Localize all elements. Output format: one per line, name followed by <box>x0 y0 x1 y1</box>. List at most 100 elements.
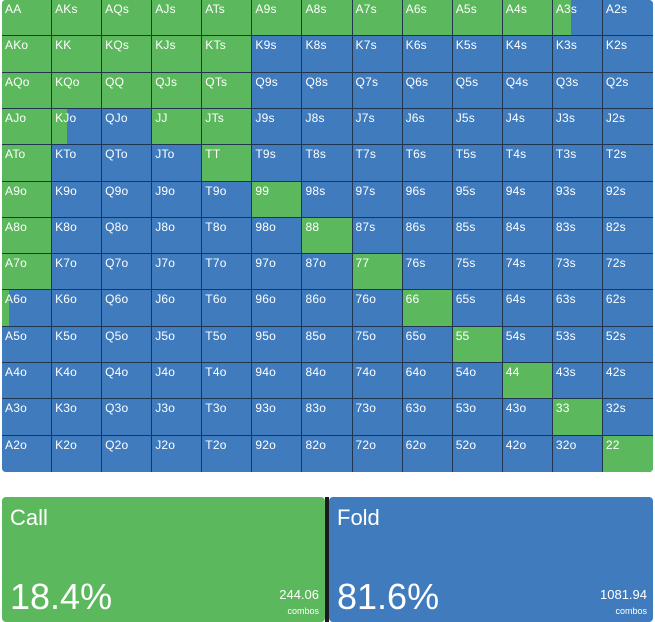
hand-cell-Q7s[interactable]: Q7s <box>352 72 403 109</box>
hand-cell-Q5o[interactable]: Q5o <box>102 326 153 364</box>
hand-cell-AKo[interactable]: AKo <box>2 36 53 73</box>
hand-cell-52o[interactable]: 52o <box>452 435 503 472</box>
hand-cell-K4s[interactable]: K4s <box>502 36 553 73</box>
hand-cell-K7s[interactable]: K7s <box>352 36 403 73</box>
hand-cell-86o[interactable]: 86o <box>302 290 353 327</box>
hand-cell-83o[interactable]: 83o <box>302 399 353 436</box>
hand-cell-95s[interactable]: 95s <box>452 181 503 218</box>
hand-cell-Q9o[interactable]: Q9o <box>102 181 153 218</box>
hand-cell-A2o[interactable]: A2o <box>2 435 53 472</box>
hand-cell-QJs[interactable]: QJs <box>152 72 203 109</box>
hand-cell-Q3o[interactable]: Q3o <box>102 399 153 436</box>
hand-cell-J5o[interactable]: J5o <box>152 326 203 364</box>
hand-cell-84s[interactable]: 84s <box>502 217 553 255</box>
hand-cell-75s[interactable]: 75s <box>452 254 503 291</box>
hand-cell-Q8o[interactable]: Q8o <box>102 217 153 255</box>
hand-cell-JTo[interactable]: JTo <box>152 145 203 182</box>
hand-cell-Q2s[interactable]: Q2s <box>602 72 653 109</box>
hand-cell-A9s[interactable]: A9s <box>252 0 303 37</box>
hand-cell-T6s[interactable]: T6s <box>402 145 453 182</box>
hand-cell-87s[interactable]: 87s <box>352 217 403 255</box>
hand-cell-AJo[interactable]: AJo <box>2 108 53 146</box>
hand-cell-K4o[interactable]: K4o <box>52 363 103 400</box>
hand-cell-ATo[interactable]: ATo <box>2 145 53 182</box>
hand-cell-T6o[interactable]: T6o <box>202 290 253 327</box>
hand-cell-63s[interactable]: 63s <box>552 290 603 327</box>
hand-cell-74o[interactable]: 74o <box>352 363 403 400</box>
hand-cell-A6o[interactable]: A6o <box>2 290 53 327</box>
hand-cell-JTs[interactable]: JTs <box>202 108 253 146</box>
hand-cell-Q5s[interactable]: Q5s <box>452 72 503 109</box>
hand-cell-J7s[interactable]: J7s <box>352 108 403 146</box>
hand-cell-K5o[interactable]: K5o <box>52 326 103 364</box>
hand-cell-AQs[interactable]: AQs <box>102 0 153 37</box>
hand-cell-K8s[interactable]: K8s <box>302 36 353 73</box>
hand-cell-K8o[interactable]: K8o <box>52 217 103 255</box>
hand-cell-65o[interactable]: 65o <box>402 326 453 364</box>
hand-cell-Q7o[interactable]: Q7o <box>102 254 153 291</box>
hand-cell-82o[interactable]: 82o <box>302 435 353 472</box>
hand-cell-53o[interactable]: 53o <box>452 399 503 436</box>
hand-cell-J5s[interactable]: J5s <box>452 108 503 146</box>
hand-cell-A8s[interactable]: A8s <box>302 0 353 37</box>
hand-cell-J7o[interactable]: J7o <box>152 254 203 291</box>
hand-cell-JJ[interactable]: JJ <box>152 108 203 146</box>
hand-cell-T4s[interactable]: T4s <box>502 145 553 182</box>
hand-cell-88[interactable]: 88 <box>302 217 353 255</box>
hand-cell-J3o[interactable]: J3o <box>152 399 203 436</box>
hand-cell-42o[interactable]: 42o <box>502 435 553 472</box>
hand-cell-A8o[interactable]: A8o <box>2 217 53 255</box>
hand-cell-Q3s[interactable]: Q3s <box>552 72 603 109</box>
hand-cell-J9o[interactable]: J9o <box>152 181 203 218</box>
hand-cell-T2s[interactable]: T2s <box>602 145 653 182</box>
hand-cell-KTo[interactable]: KTo <box>52 145 103 182</box>
hand-cell-T5s[interactable]: T5s <box>452 145 503 182</box>
hand-cell-KQs[interactable]: KQs <box>102 36 153 73</box>
hand-cell-AKs[interactable]: AKs <box>52 0 103 37</box>
hand-cell-A9o[interactable]: A9o <box>2 181 53 218</box>
hand-cell-TT[interactable]: TT <box>202 145 253 182</box>
hand-cell-A5o[interactable]: A5o <box>2 326 53 364</box>
hand-cell-K2o[interactable]: K2o <box>52 435 103 472</box>
hand-cell-J6o[interactable]: J6o <box>152 290 203 327</box>
hand-cell-J4o[interactable]: J4o <box>152 363 203 400</box>
hand-cell-Q8s[interactable]: Q8s <box>302 72 353 109</box>
hand-cell-63o[interactable]: 63o <box>402 399 453 436</box>
hand-cell-K3s[interactable]: K3s <box>552 36 603 73</box>
hand-cell-QJo[interactable]: QJo <box>102 108 153 146</box>
hand-cell-Q4o[interactable]: Q4o <box>102 363 153 400</box>
hand-cell-K9s[interactable]: K9s <box>252 36 303 73</box>
hand-cell-T7s[interactable]: T7s <box>352 145 403 182</box>
hand-cell-72o[interactable]: 72o <box>352 435 403 472</box>
hand-cell-QQ[interactable]: QQ <box>102 72 153 109</box>
hand-cell-43s[interactable]: 43s <box>552 363 603 400</box>
hand-cell-22[interactable]: 22 <box>602 435 653 472</box>
call-summary-panel[interactable]: Call 18.4% 244.06 combos <box>2 497 325 622</box>
hand-cell-K3o[interactable]: K3o <box>52 399 103 436</box>
hand-cell-65s[interactable]: 65s <box>452 290 503 327</box>
hand-cell-55[interactable]: 55 <box>452 326 503 364</box>
hand-cell-K2s[interactable]: K2s <box>602 36 653 73</box>
hand-cell-Q9s[interactable]: Q9s <box>252 72 303 109</box>
hand-cell-96s[interactable]: 96s <box>402 181 453 218</box>
hand-cell-A5s[interactable]: A5s <box>452 0 503 37</box>
hand-cell-85o[interactable]: 85o <box>302 326 353 364</box>
hand-cell-32o[interactable]: 32o <box>552 435 603 472</box>
hand-cell-K9o[interactable]: K9o <box>52 181 103 218</box>
hand-cell-K7o[interactable]: K7o <box>52 254 103 291</box>
fold-summary-panel[interactable]: Fold 81.6% 1081.94 combos <box>329 497 653 622</box>
hand-cell-64o[interactable]: 64o <box>402 363 453 400</box>
hand-cell-32s[interactable]: 32s <box>602 399 653 436</box>
hand-cell-73s[interactable]: 73s <box>552 254 603 291</box>
hand-cell-Q6s[interactable]: Q6s <box>402 72 453 109</box>
hand-cell-77[interactable]: 77 <box>352 254 403 291</box>
hand-cell-A3o[interactable]: A3o <box>2 399 53 436</box>
hand-cell-QTo[interactable]: QTo <box>102 145 153 182</box>
hand-cell-A4s[interactable]: A4s <box>502 0 553 37</box>
hand-cell-74s[interactable]: 74s <box>502 254 553 291</box>
hand-cell-33[interactable]: 33 <box>552 399 603 436</box>
hand-cell-KJs[interactable]: KJs <box>152 36 203 73</box>
hand-cell-J4s[interactable]: J4s <box>502 108 553 146</box>
hand-cell-87o[interactable]: 87o <box>302 254 353 291</box>
hand-cell-86s[interactable]: 86s <box>402 217 453 255</box>
